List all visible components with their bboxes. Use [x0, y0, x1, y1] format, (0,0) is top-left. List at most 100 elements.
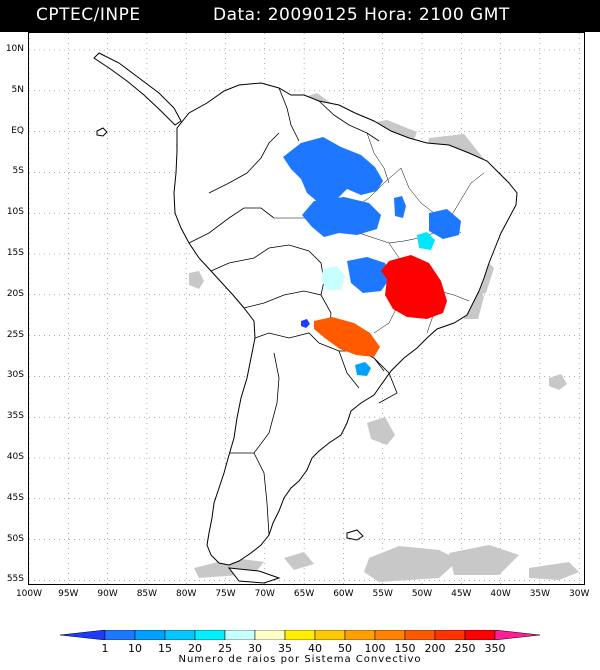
lat-tick-label: 35S: [6, 411, 24, 422]
lon-tick-label: 65W: [293, 589, 315, 599]
colorbar-tick-label: 15: [158, 642, 172, 655]
colorbar-tick-label: 10: [128, 642, 142, 655]
colorbar-title: Numero de raios por Sistema Convectivo: [178, 654, 422, 665]
lat-tick-label: 15S: [6, 248, 24, 258]
state-line: [446, 172, 485, 224]
colorbar-swatch: [194, 630, 226, 640]
storm-rs: [355, 362, 371, 376]
colorbar-swatch: [374, 630, 406, 640]
border-line: [278, 87, 300, 142]
colorbar-swatch: [404, 630, 436, 640]
storm-mg-sp: [381, 255, 447, 319]
central-america-path: [93, 52, 182, 126]
south-america-outline: [93, 52, 518, 584]
lon-tick-label: 40W: [490, 589, 511, 599]
lon-tick-label: 75W: [215, 589, 236, 599]
colorbar-swatch: [314, 630, 346, 640]
lat-tick-label: 40S: [6, 452, 24, 462]
lat-tick-label: 55S: [6, 574, 24, 585]
storm-bahia: [429, 209, 461, 239]
colorbar-tick-label: 35: [278, 642, 292, 655]
lat-tick-label: 30S: [6, 370, 24, 381]
lon-tick-label: 95W: [58, 589, 79, 599]
cloud-patch: [284, 552, 314, 570]
lat-tick-label: 10S: [6, 207, 24, 218]
lon-tick-label: 30W: [569, 589, 590, 599]
colorbar-tick-label: 1: [101, 642, 109, 655]
border-line: [373, 357, 398, 404]
lon-tick-label: 45W: [451, 589, 472, 599]
map-canvas: [28, 33, 584, 584]
storm-amazonas-para: [283, 137, 383, 203]
lat-tick-label: 45S: [6, 492, 24, 503]
cloud-patch: [449, 545, 519, 575]
lon-tick-label: 90W: [97, 589, 118, 599]
colorbar-swatch: [254, 630, 286, 640]
lat-tick-label: 5N: [11, 84, 24, 95]
title-bar: CPTEC/INPE Data: 20090125 Hora: 2100 GMT: [0, 0, 600, 32]
colorbar-swatch: [434, 630, 466, 640]
cloud-patch: [367, 417, 395, 445]
lon-tick-label: 35W: [529, 589, 551, 599]
border-line: [338, 350, 360, 389]
colorbar-swatch: [284, 630, 316, 640]
colorbar-tick-label: 30: [248, 642, 262, 655]
state-line: [366, 132, 390, 184]
colorbar-swatch: [60, 630, 106, 640]
cloud-patch: [549, 374, 567, 390]
falklands-path: [346, 529, 364, 541]
datetime-label: Data: 20090125 Hora: 2100 GMT: [213, 5, 510, 25]
storm-small-paraguay: [301, 319, 310, 328]
border-line: [253, 452, 270, 536]
border-line: [229, 352, 280, 454]
lon-tick-label: 100W: [15, 589, 43, 599]
colorbar-tick-label: 25: [218, 642, 232, 655]
colorbar-tick-label: 200: [424, 642, 446, 655]
lat-tick-label: 5S: [12, 166, 24, 177]
storm-ms: [347, 257, 391, 293]
lat-tick-label: 50S: [6, 533, 24, 544]
cloud-patch: [529, 562, 579, 580]
colorbar-swatch: [224, 630, 256, 640]
colorbar-swatch: [164, 630, 196, 640]
storm-paraguay: [314, 317, 380, 357]
colorbar-tick-label: 100: [364, 642, 386, 655]
colorbar-tick-label: 20: [188, 642, 202, 655]
colorbar-tick-label: 40: [308, 642, 322, 655]
lightning-clusters-layer: [283, 137, 461, 376]
lon-tick-label: 55W: [372, 589, 393, 599]
border-line: [243, 290, 332, 334]
storm-bolivia-light: [321, 266, 345, 290]
colorbar-tick-label: 150: [394, 642, 416, 655]
lon-tick-label: 60W: [333, 589, 354, 599]
source-label: CPTEC/INPE: [36, 5, 141, 25]
border-line: [318, 100, 380, 142]
colorbar-swatch: [464, 630, 496, 640]
colorbar-swatch: [104, 630, 136, 640]
colorbar-swatch: [494, 630, 540, 640]
colorbar-swatch: [344, 630, 376, 640]
storm-small-blue: [394, 196, 406, 218]
galapagos-path: [96, 127, 108, 137]
lon-tick-label: 50W: [411, 589, 433, 599]
colorbar-tick-label: 350: [484, 642, 506, 655]
lon-tick-label: 80W: [176, 589, 197, 599]
lat-tick-label: 25S: [6, 329, 24, 340]
colorbar-tick-label: 50: [338, 642, 352, 655]
lon-tick-label: 70W: [254, 589, 275, 599]
map-panel: [28, 32, 585, 585]
storm-rondonia-mt: [302, 197, 381, 237]
lat-tick-label: EQ: [11, 125, 24, 136]
lat-tick-label: 20S: [6, 288, 24, 299]
colorbar-swatch: [134, 630, 166, 640]
lat-tick-label: 10N: [5, 44, 24, 54]
colorbar-tick-label: 250: [454, 642, 476, 655]
cloud-patch: [364, 546, 459, 582]
cloud-patch: [189, 271, 204, 289]
lon-tick-label: 85W: [136, 589, 158, 599]
tierra-del-fuego-path: [227, 567, 281, 584]
border-line: [188, 207, 275, 244]
colorbar: [60, 630, 540, 640]
border-line: [208, 132, 280, 194]
storm-bahia-cyan: [417, 232, 435, 250]
